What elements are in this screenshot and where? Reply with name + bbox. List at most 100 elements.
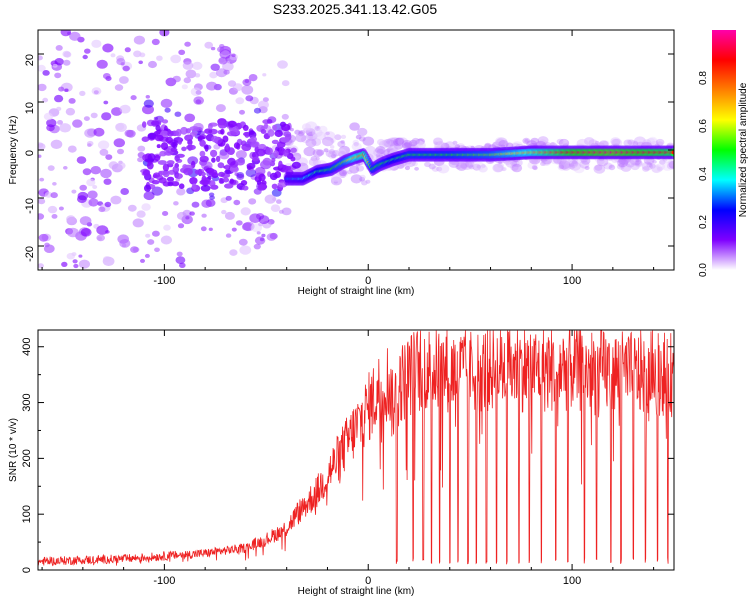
noise-blob: [388, 144, 398, 153]
noise-blob: [184, 113, 196, 123]
noise-blob: [325, 150, 334, 158]
cluster-blob: [170, 147, 178, 152]
noise-blob: [115, 122, 127, 132]
cluster-blob: [172, 165, 180, 174]
cluster-blob: [257, 183, 268, 190]
noise-blob: [386, 137, 399, 147]
noise-blob: [411, 137, 420, 145]
noise-blob: [649, 163, 656, 169]
cluster-blob: [241, 143, 252, 152]
noise-blob: [357, 127, 368, 137]
noise-blob: [215, 104, 226, 113]
cluster-blob: [271, 139, 279, 145]
noise-blob: [642, 139, 652, 147]
noise-blob: [347, 170, 353, 175]
noise-blob: [43, 112, 54, 121]
cluster-blob: [142, 169, 151, 176]
noise-blob: [568, 160, 579, 168]
colorbar-bar: [712, 30, 736, 270]
noise-blob: [611, 138, 621, 146]
noise-blob: [527, 161, 538, 170]
noise-blob: [103, 100, 109, 105]
noise-blob: [221, 209, 227, 215]
cluster-blob: [215, 155, 221, 163]
noise-blob: [557, 163, 567, 171]
noise-blob: [218, 56, 228, 65]
noise-blob: [340, 134, 347, 139]
noise-blob: [484, 142, 492, 149]
noise-blob: [511, 163, 523, 173]
noise-blob: [454, 144, 460, 149]
noise-blob: [540, 161, 546, 166]
cluster-blob: [249, 130, 255, 135]
noise-blob: [187, 156, 199, 166]
noise-blob: [143, 191, 155, 201]
cluster-blob: [211, 135, 219, 143]
noise-blob: [305, 138, 317, 148]
cluster-blob: [154, 134, 164, 142]
cluster-blob: [200, 184, 211, 192]
cluster-blob: [142, 121, 147, 128]
cluster-blob: [272, 124, 278, 131]
noise-blob: [160, 98, 173, 108]
noise-blob: [414, 141, 426, 150]
noise-blob: [497, 162, 504, 168]
noise-blob: [219, 151, 230, 160]
noise-blob: [38, 154, 42, 158]
noise-blob: [627, 139, 636, 146]
noise-blob: [96, 225, 109, 235]
y-tick-label: 400: [21, 338, 33, 356]
noise-blob: [514, 161, 520, 166]
noise-blob: [616, 163, 625, 170]
cluster-blob: [184, 134, 194, 142]
x-axis-label: Height of straight line (km): [298, 586, 415, 597]
noise-blob: [610, 137, 621, 146]
noise-blob: [43, 244, 55, 253]
noise-blob: [294, 129, 301, 135]
noise-blob: [77, 191, 89, 201]
noise-blob: [69, 31, 81, 41]
noise-blob: [276, 199, 282, 204]
noise-blob: [38, 198, 46, 205]
noise-blob: [163, 224, 171, 231]
noise-blob: [210, 46, 216, 51]
x-tick-label: 0: [365, 275, 371, 287]
noise-blob: [64, 88, 69, 92]
noise-blob: [572, 160, 578, 165]
noise-blob: [99, 148, 109, 156]
noise-blob: [502, 143, 508, 148]
noise-blob: [377, 138, 385, 146]
noise-blob: [209, 195, 215, 200]
noise-blob: [245, 95, 254, 102]
noise-blob: [184, 41, 191, 47]
noise-blob: [459, 160, 470, 169]
noise-blob: [46, 118, 57, 128]
noise-blob: [253, 107, 262, 114]
cluster-blob: [290, 147, 297, 153]
noise-blob: [375, 153, 380, 158]
noise-blob: [47, 165, 55, 171]
noise-blob: [571, 160, 578, 167]
noise-blob: [428, 163, 436, 170]
snr-panel: -100 0 100 0 100 200 300 400 Height of straight …: [8, 329, 675, 597]
noise-blob: [39, 177, 45, 182]
noise-blob: [455, 164, 462, 170]
noise-blob: [105, 154, 113, 160]
noise-blob: [558, 164, 565, 170]
noise-blob: [72, 119, 83, 128]
noise-blob: [270, 204, 281, 212]
noise-blob: [130, 246, 139, 254]
cluster-blob: [235, 158, 245, 166]
y-tick-label: 0: [21, 567, 33, 573]
noise-blob: [38, 263, 44, 269]
noise-blob: [110, 195, 122, 205]
noise-blob: [381, 139, 392, 147]
cluster-blob: [281, 123, 291, 132]
cluster-blob: [183, 167, 193, 176]
noise-blob: [617, 158, 627, 165]
noise-blob: [505, 158, 518, 168]
noise-blob: [277, 60, 288, 69]
cluster-blob: [194, 169, 203, 175]
noise-blob: [295, 133, 307, 143]
